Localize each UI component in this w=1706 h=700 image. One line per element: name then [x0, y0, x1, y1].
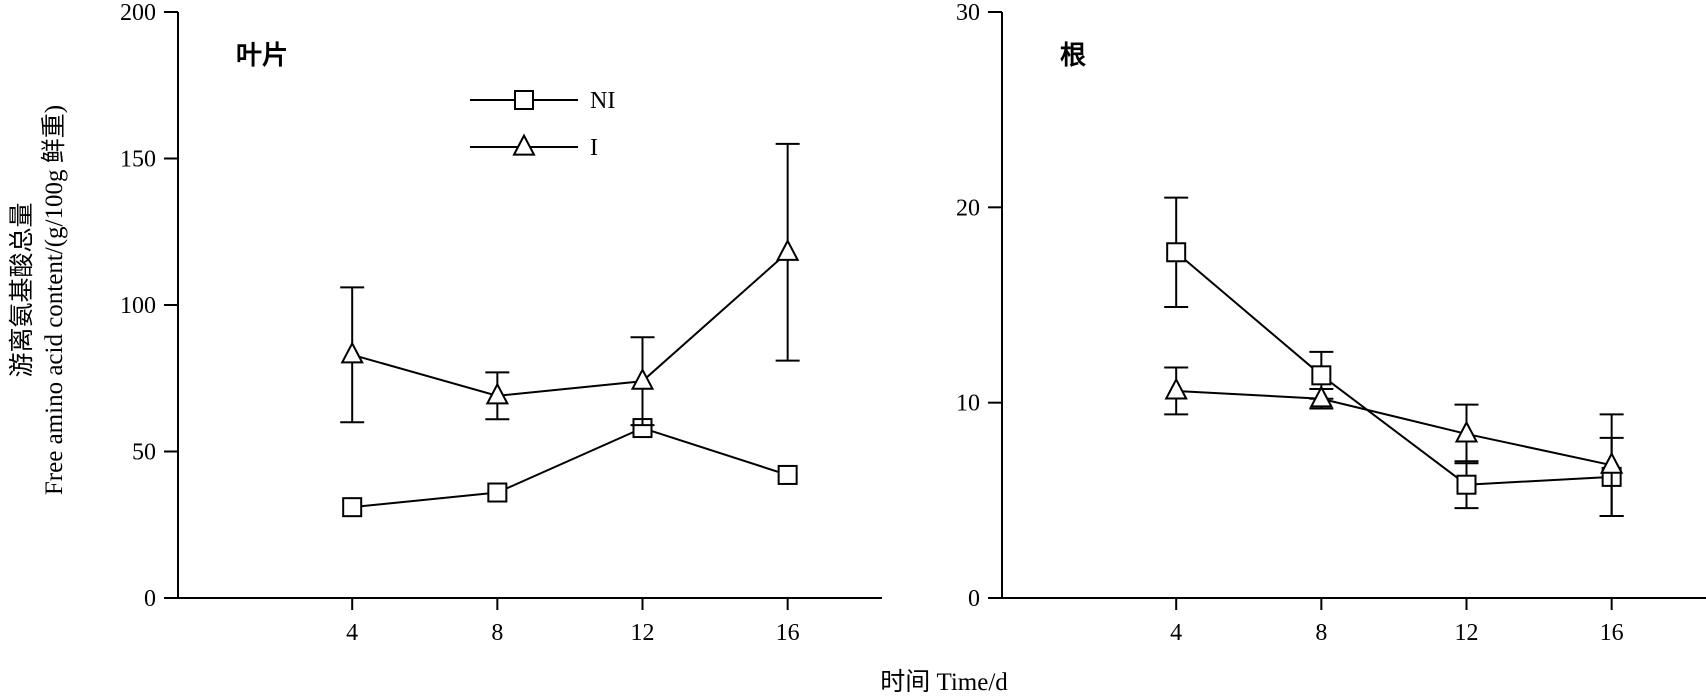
panel-label: 根 [1060, 41, 1086, 71]
data-point [630, 367, 655, 390]
data-point [1166, 242, 1187, 263]
y-tick-label: 10 [956, 391, 980, 417]
y-tick-label: 50 [132, 440, 156, 466]
series-line [1176, 389, 1612, 467]
y-tick-label: 30 [956, 0, 980, 26]
data-point [1309, 385, 1333, 408]
x-tick-label: 4 [346, 620, 358, 646]
leaf-panel: 0 50 100 150 200 4 8 12 16 叶片 NI I [120, 0, 882, 646]
x-tick-label: 16 [776, 620, 800, 646]
legend-label: NI [590, 88, 615, 114]
x-tick-label: 4 [1170, 620, 1182, 646]
data-point [1599, 451, 1624, 474]
series-line [1175, 251, 1612, 486]
legend: NI I [470, 88, 615, 161]
data-point [1454, 420, 1479, 443]
y-tick-label: 150 [120, 147, 156, 173]
x-tick-label: 8 [491, 620, 503, 646]
x-tick-label: 8 [1315, 620, 1327, 646]
data-point [340, 341, 364, 364]
data-point [777, 464, 798, 485]
x-tick-label: 16 [1600, 620, 1624, 646]
data-point [775, 238, 800, 261]
panel-label: 叶片 [236, 41, 288, 71]
data-point [487, 482, 508, 503]
x-axis-title: 时间 Time/d [880, 668, 1008, 696]
data-point [342, 497, 363, 518]
series-I [340, 142, 800, 427]
series-line [351, 251, 789, 397]
y-tick-label: 20 [956, 195, 980, 221]
legend-label: I [590, 135, 598, 161]
y-tick-label: 200 [120, 0, 156, 26]
data-point [1164, 377, 1188, 400]
legend-marker [514, 90, 534, 110]
data-point [1456, 474, 1477, 495]
series-NI [342, 418, 798, 518]
series-I [1164, 366, 1624, 517]
y-tick-label: 0 [144, 586, 156, 612]
series-line [352, 426, 788, 509]
root-panel: 0 10 20 30 4 8 12 16 根 [956, 0, 1706, 646]
data-point [1311, 365, 1332, 386]
series-NI [1164, 196, 1624, 517]
x-tick-label: 12 [1454, 620, 1478, 646]
y-tick-label: 0 [968, 586, 980, 612]
legend-marker [512, 133, 536, 156]
x-tick-label: 12 [630, 620, 654, 646]
data-point [485, 382, 509, 405]
y-tick-label: 100 [120, 293, 156, 319]
y-axis-title-english: Free amino acid content/(g/100g 鲜重) [40, 105, 68, 495]
y-axis-title-chinese: 游离氨基酸总量 [8, 202, 36, 377]
